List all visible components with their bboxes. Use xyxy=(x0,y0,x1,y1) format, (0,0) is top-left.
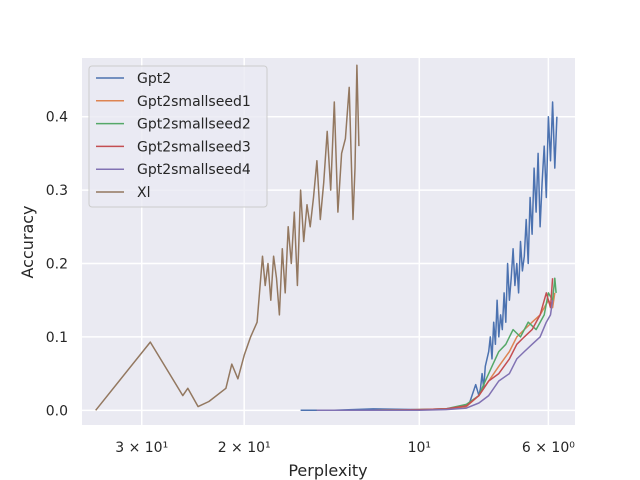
x-axis-label: Perplexity xyxy=(288,461,367,480)
y-tick-labels: 0.0 0.1 0.2 0.3 0.4 xyxy=(46,110,68,420)
legend-label: Gpt2smallseed3 xyxy=(137,139,251,155)
y-tick-label: 0.1 xyxy=(46,330,68,346)
y-axis-label: Accuracy xyxy=(18,205,37,278)
legend-box xyxy=(88,65,268,208)
x-tick-label: 10¹ xyxy=(408,440,431,456)
series-line-gpt2smallseed4 xyxy=(316,300,554,412)
legend-label: Gpt2 xyxy=(137,71,171,87)
series-lines xyxy=(95,64,558,412)
y-tick-label: 0.0 xyxy=(46,403,68,419)
legend-label: Xl xyxy=(137,185,150,201)
y-tick-label: 0.3 xyxy=(46,183,68,199)
legend-label: Gpt2smallseed4 xyxy=(137,162,251,178)
x-tick-label: 3 × 10¹ xyxy=(115,440,168,456)
x-tick-label: 2 × 10¹ xyxy=(218,440,271,456)
x-tick-label: 6 × 10⁰ xyxy=(522,440,575,456)
y-tick-label: 0.2 xyxy=(46,257,68,273)
legend-label: Gpt2smallseed1 xyxy=(137,94,251,110)
legend-label: Gpt2smallseed2 xyxy=(137,117,251,133)
y-tick-label: 0.4 xyxy=(46,110,68,126)
x-tick-labels: 3 × 10¹ 2 × 10¹ 10¹ 6 × 10⁰ xyxy=(115,440,575,456)
series-line-xl xyxy=(95,64,360,411)
legend: Gpt2 Gpt2smallseed1 Gpt2smallseed2 Gpt2smal… xyxy=(88,65,268,208)
